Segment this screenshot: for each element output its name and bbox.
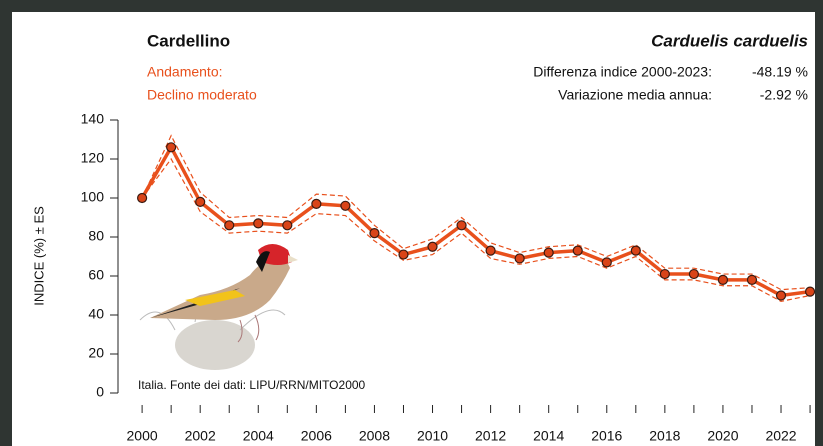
point: [224, 220, 235, 231]
point: [311, 198, 322, 209]
point: [746, 274, 758, 285]
x-tick-label: 2012: [475, 428, 506, 444]
y-tick-label: 100: [81, 189, 105, 205]
point: [804, 286, 816, 297]
point: [282, 220, 293, 231]
point: [601, 257, 612, 268]
error-lower: [141, 157, 811, 302]
x-tick-label: 2000: [127, 428, 158, 444]
x-tick-label: 2008: [359, 428, 390, 444]
x-tick-label: 2020: [707, 428, 738, 444]
x-tick-label: 2018: [649, 428, 680, 444]
chart-title: Cardellino: [147, 31, 230, 50]
stat-label: Differenza indice 2000-2023:: [533, 64, 712, 80]
point: [688, 268, 699, 280]
point: [717, 274, 729, 285]
y-tick-label: 40: [88, 306, 104, 322]
stat-value: -2.92 %: [760, 87, 808, 103]
point: [630, 245, 641, 256]
point: [456, 220, 467, 231]
point: [253, 218, 264, 229]
y-tick-label: 80: [88, 228, 104, 244]
point: [340, 200, 351, 211]
plot-background: [12, 12, 815, 446]
y-tick-label: 20: [88, 345, 104, 361]
point: [398, 249, 409, 260]
point: [427, 241, 438, 252]
x-tick-label: 2010: [417, 428, 448, 444]
chart-subtitle: Carduelis carduelis: [651, 31, 808, 50]
error-upper: [141, 134, 811, 291]
x-tick-label: 2004: [243, 428, 274, 444]
point: [514, 253, 525, 264]
point: [485, 245, 496, 256]
source-note: Italia. Fonte dei dati: LIPU/RRN/MITO200…: [138, 378, 366, 392]
point: [543, 247, 554, 258]
y-tick-label: 60: [88, 267, 104, 283]
point: [166, 142, 177, 153]
x-tick-label: 2016: [591, 428, 622, 444]
point: [195, 196, 206, 207]
point: [775, 290, 787, 301]
y-tick-label: 120: [81, 150, 105, 166]
point: [659, 268, 670, 280]
bird-illustration: [139, 244, 298, 370]
x-tick-label: 2006: [301, 428, 332, 444]
x-tick-label: 2002: [185, 428, 216, 444]
point: [137, 192, 148, 204]
y-tick-label: 140: [81, 111, 105, 127]
point: [369, 228, 380, 239]
trend-label: Andamento:: [147, 64, 223, 80]
y-tick-label: 0: [96, 384, 104, 400]
x-tick-label: 2022: [765, 428, 796, 444]
y-axis-label: INDICE (%) ± ES: [31, 206, 46, 306]
stat-label: Variazione media annua:: [558, 87, 712, 103]
stat-value: -48.19 %: [752, 64, 808, 80]
point: [572, 245, 583, 256]
x-tick-label: 2014: [533, 428, 564, 444]
trend: Declino moderato: [147, 87, 257, 103]
